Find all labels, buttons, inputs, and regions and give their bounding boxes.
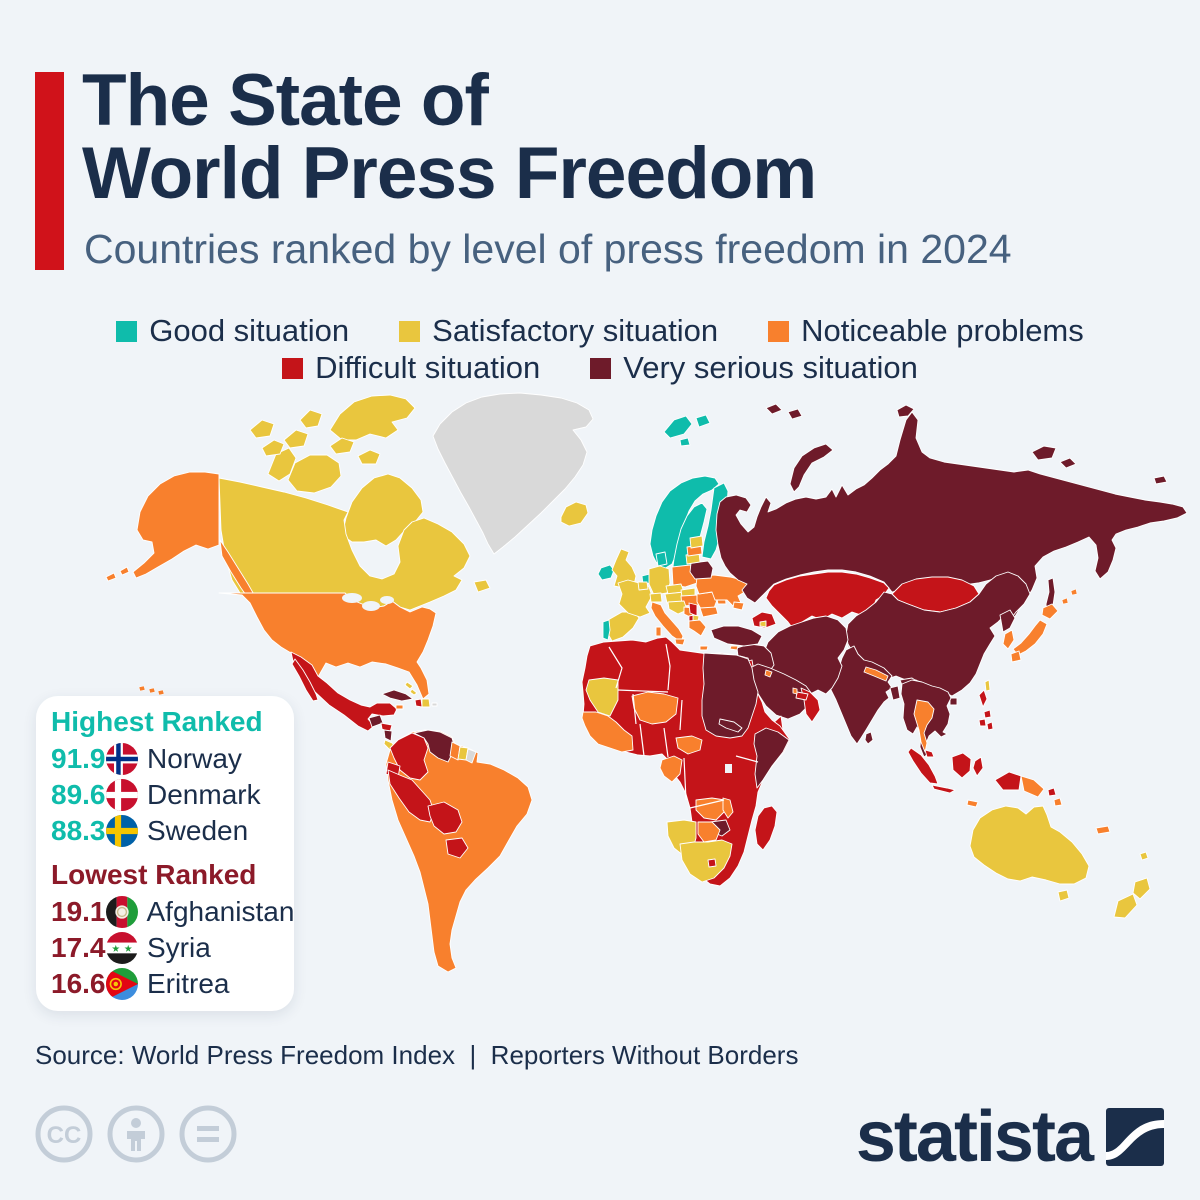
svg-text:CC: CC: [47, 1122, 82, 1149]
